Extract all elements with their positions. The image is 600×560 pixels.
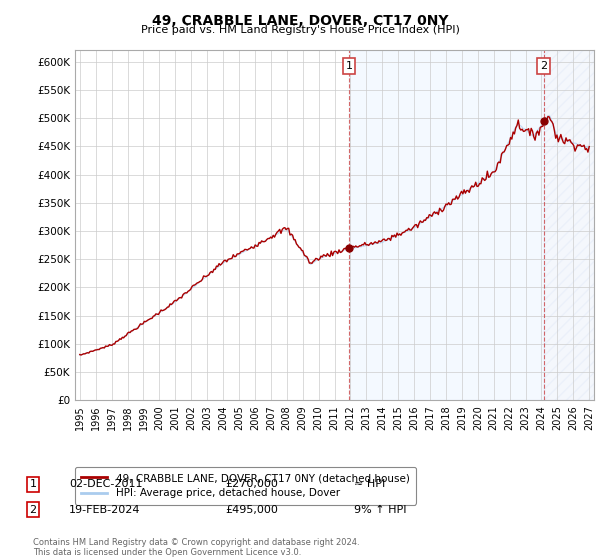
Text: Contains HM Land Registry data © Crown copyright and database right 2024.
This d: Contains HM Land Registry data © Crown c…: [33, 538, 359, 557]
Text: 1: 1: [346, 61, 353, 71]
Text: Price paid vs. HM Land Registry's House Price Index (HPI): Price paid vs. HM Land Registry's House …: [140, 25, 460, 35]
Text: £270,000: £270,000: [225, 479, 278, 489]
Text: 19-FEB-2024: 19-FEB-2024: [69, 505, 140, 515]
Text: 49, CRABBLE LANE, DOVER, CT17 0NY: 49, CRABBLE LANE, DOVER, CT17 0NY: [152, 14, 448, 28]
Text: 9% ↑ HPI: 9% ↑ HPI: [354, 505, 407, 515]
Legend: 49, CRABBLE LANE, DOVER, CT17 0NY (detached house), HPI: Average price, detached: 49, CRABBLE LANE, DOVER, CT17 0NY (detac…: [75, 467, 416, 505]
Text: 2: 2: [540, 61, 547, 71]
Text: £495,000: £495,000: [225, 505, 278, 515]
Bar: [544, 50, 600, 400]
Text: 02-DEC-2011: 02-DEC-2011: [69, 479, 143, 489]
Bar: [349, 50, 544, 400]
Text: 2: 2: [29, 505, 37, 515]
Text: ≈ HPI: ≈ HPI: [354, 479, 385, 489]
Text: 1: 1: [29, 479, 37, 489]
